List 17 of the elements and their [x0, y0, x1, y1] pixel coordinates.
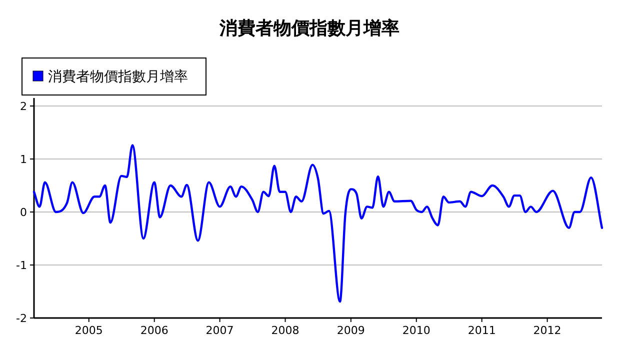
x-tick-label: 2008 — [271, 324, 300, 337]
x-tick-label: 2007 — [206, 324, 234, 337]
legend: 消費者物價指數月增率 — [22, 58, 206, 96]
y-tick-label: 2 — [20, 100, 27, 113]
x-tick-label: 2006 — [140, 324, 168, 337]
y-tick-label: -2 — [16, 312, 27, 325]
x-tick-label: 2012 — [533, 324, 562, 337]
legend-label: 消費者物價指數月增率 — [48, 69, 188, 85]
y-tick-label: 0 — [20, 206, 27, 219]
line-series — [32, 144, 604, 303]
y-tick-label: 1 — [20, 153, 27, 166]
x-tick-label: 2011 — [468, 324, 496, 337]
x-tick-label: 2010 — [402, 324, 430, 337]
x-tick-label: 2005 — [74, 324, 103, 337]
x-tick-label: 2009 — [336, 324, 365, 337]
chart-title: 消費者物價指數月增率 — [218, 18, 400, 39]
y-tick-label: -1 — [16, 259, 27, 272]
